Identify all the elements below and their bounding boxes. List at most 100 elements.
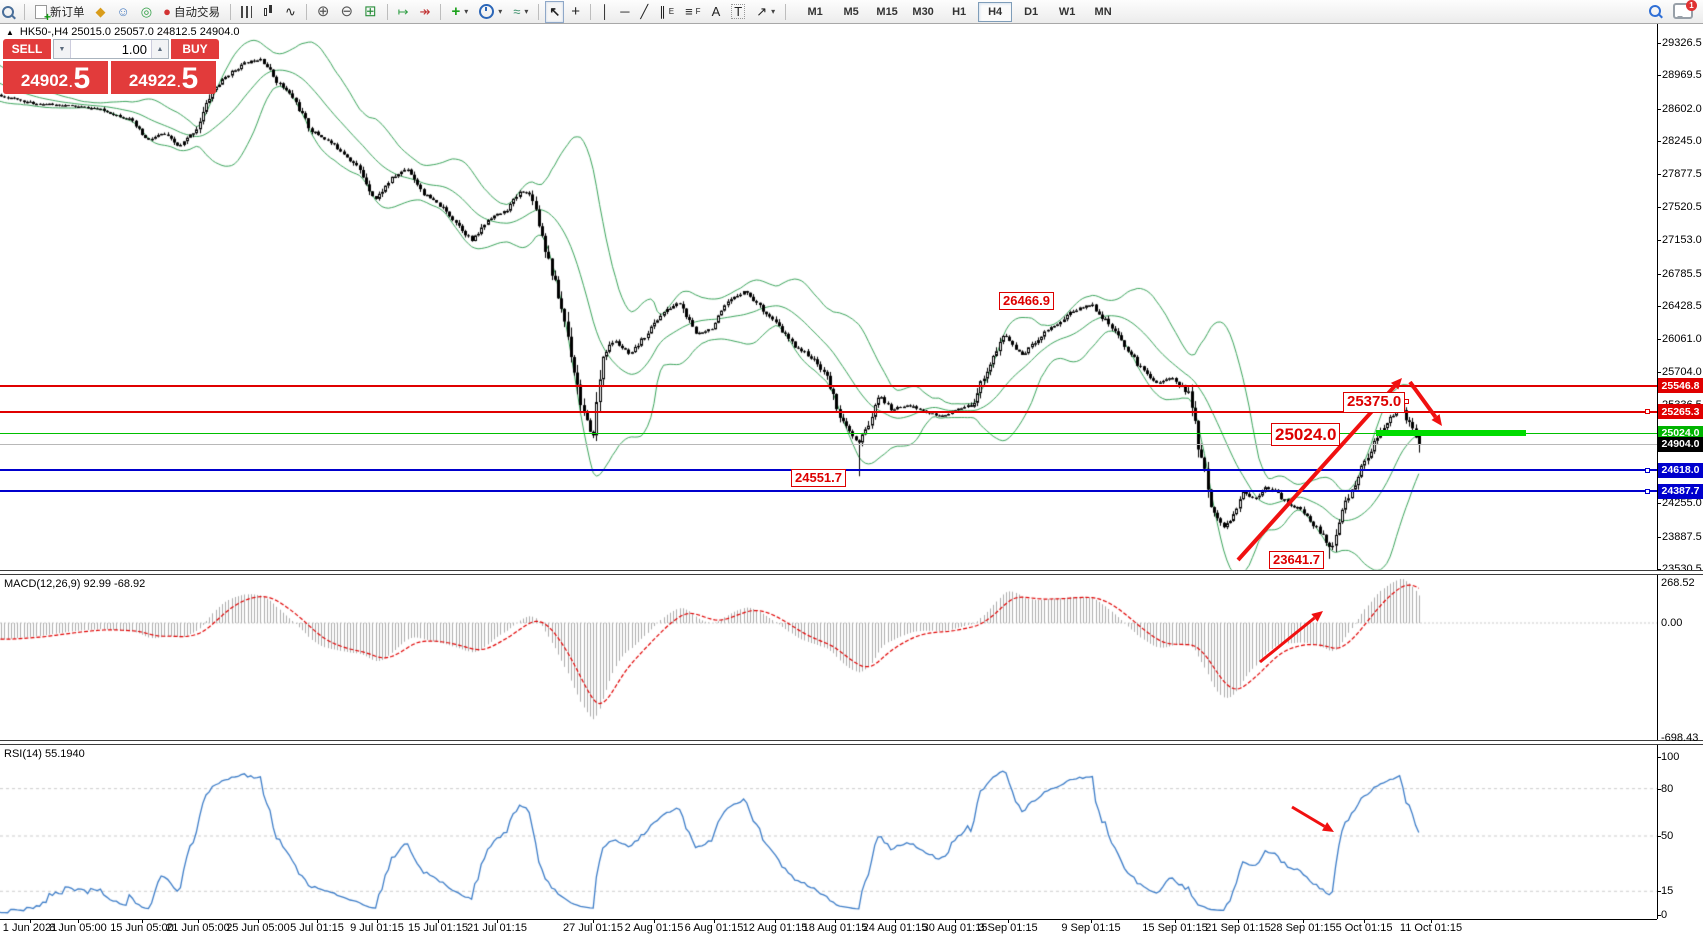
clock-icon <box>479 4 495 19</box>
horizontal-level-line[interactable] <box>0 410 1657 413</box>
crosshair-tool-button[interactable]: + <box>567 1 584 23</box>
price-tick-label: 27877.5 <box>1662 168 1702 181</box>
horizontal-line-tool[interactable]: ─ <box>616 1 633 23</box>
arrows-tool[interactable]: ↗ ▾ <box>752 1 779 23</box>
time-axis-label: 2 Aug 01:15 <box>624 922 684 934</box>
text-tool[interactable]: A <box>708 1 725 23</box>
horizontal-level-line[interactable] <box>0 384 1657 387</box>
crosshair-icon: + <box>571 3 581 20</box>
shift-chart-button[interactable]: ↦ <box>394 1 413 23</box>
auto-trading-label: 自动交易 <box>173 6 220 19</box>
auto-scroll-button[interactable]: ↠ <box>416 1 435 23</box>
thick-green-highlight-line[interactable] <box>1376 430 1526 437</box>
time-axis-tick <box>1238 919 1239 923</box>
timeframe-button-m15[interactable]: M15 <box>876 5 898 18</box>
cursor-tool-button[interactable]: ↖ <box>545 0 565 23</box>
macd-axis-label: -698.43 <box>1661 732 1699 744</box>
fibonacci-icon: ≡ <box>685 4 693 19</box>
timeframe-button-m5[interactable]: M5 <box>843 5 859 18</box>
community-button[interactable]: ☺ <box>113 1 134 23</box>
candle-chart-type-button[interactable] <box>259 1 278 23</box>
trendline-tool[interactable]: ╱ <box>636 1 652 23</box>
fibonacci-tool[interactable]: ≡ F <box>681 1 704 23</box>
sell-button[interactable]: SELL <box>3 39 51 59</box>
time-axis-tick <box>30 919 31 923</box>
label-tool[interactable]: T <box>727 1 749 23</box>
price-annotation-label[interactable]: 25375.0 <box>1343 392 1406 413</box>
bar-chart-type-button[interactable] <box>237 1 256 23</box>
channel-tool[interactable]: ∥ E <box>655 1 678 23</box>
time-axis-line <box>0 919 1657 920</box>
gold-diamond-icon: ◆ <box>95 4 106 19</box>
price-tick-mark <box>1657 206 1661 208</box>
notifications-icon[interactable]: 1 <box>1673 0 1697 19</box>
price-tick-label: 23887.5 <box>1662 530 1702 543</box>
horizontal-level-line[interactable] <box>0 432 1657 434</box>
fibonacci-f-label: F <box>695 7 701 16</box>
new-order-button[interactable]: 新订单 <box>31 2 89 24</box>
timeframe-button-w1[interactable]: W1 <box>1058 5 1076 18</box>
time-axis-label: 15 Jun 05:00 <box>110 922 174 934</box>
volume-decrease-button[interactable]: ▼ <box>54 40 71 58</box>
price-tick-mark <box>1657 43 1661 44</box>
templates-button[interactable]: ≈ ▾ <box>509 1 532 23</box>
price-annotation-label[interactable]: 25024.0 <box>1271 423 1341 447</box>
time-axis-tick <box>654 919 655 923</box>
price-annotation-label[interactable]: 23641.7 <box>1269 551 1324 570</box>
time-axis-label: 28 Sep 01:15 <box>1270 922 1336 934</box>
buy-button[interactable]: BUY <box>171 39 219 59</box>
price-annotation-label[interactable]: 24551.7 <box>791 469 846 488</box>
tile-windows-button[interactable]: ⊞ <box>360 1 381 23</box>
time-axis-label: 30 Aug 01:15 <box>922 922 988 934</box>
zoom-in-button[interactable]: ⊕ <box>313 1 334 23</box>
time-axis-tick <box>497 919 498 923</box>
text-a-icon: A <box>711 4 721 19</box>
volume-increase-button[interactable]: ▲ <box>151 40 168 58</box>
price-annotation-label[interactable]: 26466.9 <box>999 292 1054 311</box>
timeframe-button-m30[interactable]: M30 <box>912 5 934 18</box>
auto-trading-button[interactable]: ● 自动交易 <box>159 2 224 22</box>
vertical-line-tool[interactable]: │ <box>597 1 613 23</box>
line-chart-type-button[interactable]: ∿ <box>281 1 300 23</box>
time-axis-label: 15 Sep 01:15 <box>1142 922 1208 934</box>
time-axis-label: 1 Jun 2021 <box>2 922 58 934</box>
current-price-line <box>0 443 1657 445</box>
price-tick-label: 25704.0 <box>1662 365 1702 378</box>
timeframe-button-m1[interactable]: M1 <box>807 5 823 18</box>
buy-price-display[interactable]: 24922. 5 <box>111 61 216 94</box>
chart-collapse-icon[interactable]: ▲ <box>6 27 14 37</box>
volume-input[interactable] <box>71 40 151 58</box>
time-axis-tick <box>377 919 378 923</box>
line-handle[interactable] <box>1645 467 1650 473</box>
macd-indicator-label: MACD(12,26,9) 92.99 -68.92 <box>4 578 146 590</box>
time-axis-label: 9 Jul 01:15 <box>350 922 404 934</box>
chevron-down-icon: ▾ <box>524 7 529 16</box>
line-handle[interactable] <box>1645 409 1650 414</box>
rsi-tick-mark <box>1657 836 1661 837</box>
sell-price-main: 24902 <box>20 71 69 90</box>
sell-price-display[interactable]: 24902. 5 <box>3 61 108 94</box>
timeframe-button-h4[interactable]: H4 <box>978 1 1013 22</box>
toolbar-separator <box>386 3 388 20</box>
timeframe-button-d1[interactable]: D1 <box>1024 5 1039 18</box>
line-handle[interactable] <box>1645 488 1650 494</box>
time-axis-label: 15 Jul 01:15 <box>408 922 468 934</box>
signal-button[interactable]: ◎ <box>137 1 156 23</box>
time-axis-tick <box>955 919 956 923</box>
timeframe-button-mn[interactable]: MN <box>1094 5 1112 18</box>
horizontal-level-line[interactable] <box>0 490 1657 493</box>
rsi-tick-mark <box>1657 915 1661 916</box>
price-tick-mark <box>1657 174 1661 176</box>
timeframe-button-h1[interactable]: H1 <box>952 5 967 18</box>
partial-magnifier-icon[interactable] <box>0 1 18 23</box>
new-order-label: 新订单 <box>50 6 85 19</box>
signal-icon: ◎ <box>140 4 153 19</box>
periods-button[interactable]: ▾ <box>475 1 506 23</box>
toolbar-separator <box>785 3 787 20</box>
indicators-button[interactable]: ◆ <box>92 1 110 23</box>
price-tick-label: 27153.0 <box>1662 234 1702 247</box>
new-chart-button[interactable]: + ▾ <box>447 1 472 23</box>
search-icon[interactable] <box>1649 5 1661 17</box>
zoom-out-button[interactable]: ⊖ <box>336 1 357 23</box>
